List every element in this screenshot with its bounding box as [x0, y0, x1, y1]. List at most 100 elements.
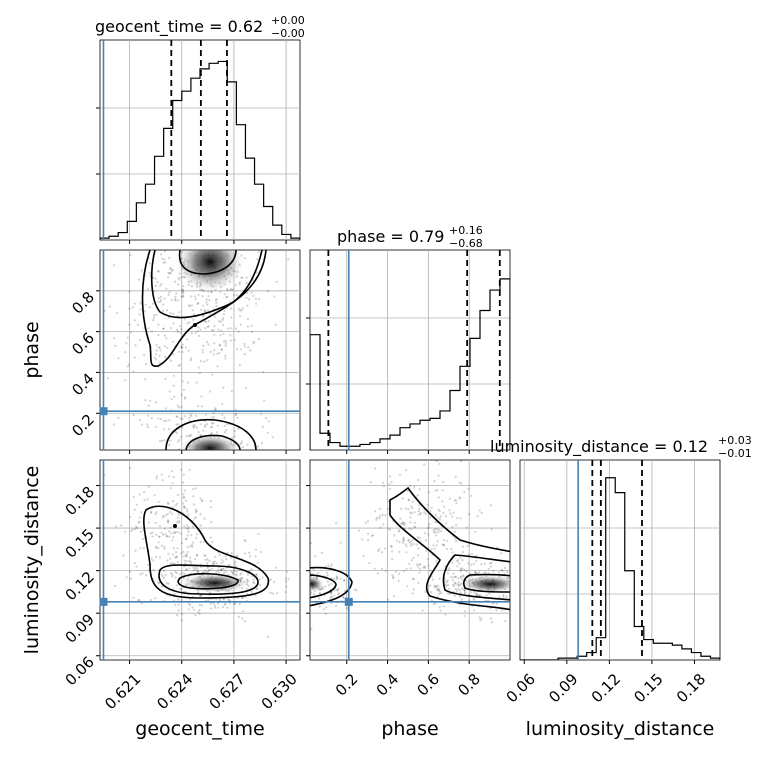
scatter-ld-vs-geocent_time-sample-560 — [174, 556, 177, 559]
scatter-phase-vs-geocent_time-sample-115 — [273, 295, 276, 298]
scatter-phase-vs-geocent_time-sample-65 — [180, 345, 183, 348]
scatter-ld-vs-geocent_time-sample-432 — [194, 557, 197, 561]
scatter-ld-vs-phase-sample-222 — [465, 570, 468, 573]
scatter-phase-vs-geocent_time-sample-287 — [239, 309, 242, 312]
scatter-ld-vs-geocent_time-sample-205 — [269, 578, 273, 581]
scatter-ld-vs-geocent_time-sample-89 — [261, 576, 264, 579]
scatter-phase-vs-geocent_time-sample-610 — [157, 333, 160, 337]
scatter-phase-vs-geocent_time-sample-623 — [173, 395, 176, 398]
scatter-ld-vs-geocent_time-sample-509 — [195, 554, 198, 557]
scatter-ld-vs-phase-sample-466 — [376, 572, 379, 575]
scatter-ld-vs-geocent_time-sample-416 — [139, 547, 142, 550]
scatter-ld-vs-geocent_time-sample-398 — [199, 513, 202, 516]
scatter-ld-vs-phase-sample-325 — [413, 485, 416, 488]
scatter-ld-vs-phase-sample-392 — [453, 530, 456, 533]
scatter-ld-vs-phase-sample-347 — [416, 565, 419, 568]
scatter-ld-vs-phase-sample-631 — [336, 576, 339, 579]
scatter-phase-vs-geocent_time-sample-125 — [230, 307, 233, 310]
scatter-ld-vs-geocent_time-sample-468 — [183, 506, 186, 509]
scatter-ld-vs-phase-sample-176 — [497, 571, 500, 574]
scatter-phase-vs-geocent_time-sample-86 — [172, 312, 175, 315]
scatter-ld-vs-phase-sample-293 — [379, 526, 382, 529]
scatter-phase-vs-geocent_time-sample-307 — [163, 297, 166, 300]
xtick-label-luminosity_distance-3: 0.15 — [630, 670, 666, 706]
xlabel-geocent_time: geocent_time — [135, 718, 264, 740]
scatter-ld-vs-phase-sample-225 — [391, 558, 394, 561]
scatter-ld-vs-phase-sample-348 — [452, 511, 455, 514]
scatter-phase-vs-geocent_time-sample-481 — [181, 417, 184, 420]
scatter-ld-vs-geocent_time-sample-476 — [151, 535, 154, 538]
scatter-ld-vs-geocent_time-sample-141 — [192, 566, 195, 569]
scatter-phase-vs-geocent_time-sample-221 — [230, 390, 233, 393]
scatter-ld-vs-geocent_time-sample-201 — [180, 599, 183, 602]
scatter-phase-vs-geocent_time-sample-76 — [219, 243, 221, 245]
scatter-phase-vs-geocent_time-sample-131 — [207, 295, 210, 298]
scatter-phase-vs-geocent_time-sample-193 — [179, 237, 181, 239]
scatter-ld-vs-geocent_time-sample-284 — [287, 578, 290, 581]
scatter-phase-vs-geocent_time-sample-196 — [159, 300, 162, 303]
scatter-ld-vs-phase-sample-31 — [461, 587, 464, 590]
scatter-ld-vs-geocent_time-sample-265 — [206, 561, 209, 565]
scatter-ld-vs-phase-sample-422 — [404, 469, 407, 472]
scatter-ld-vs-phase-sample-212 — [490, 621, 493, 624]
scatter-ld-vs-phase-sample-447 — [489, 504, 493, 507]
scatter-ld-vs-phase-sample-355 — [411, 507, 414, 510]
histogram-phase — [310, 278, 510, 450]
scatter-ld-vs-phase-sample-545 — [326, 580, 329, 583]
scatter-ld-vs-phase-sample-312 — [382, 523, 385, 526]
scatter-ld-vs-phase-sample-350 — [409, 516, 412, 519]
scatter-ld-vs-phase-sample-50 — [525, 588, 527, 590]
scatter-phase-vs-geocent_time-sample-469 — [192, 425, 195, 428]
scatter-ld-vs-geocent_time-sample-384 — [169, 486, 172, 490]
scatter-ld-vs-phase-sample-324 — [374, 467, 377, 470]
scatter-phase-vs-geocent_time-sample-74 — [149, 271, 152, 275]
scatter-phase-vs-geocent_time-sample-258 — [244, 386, 248, 389]
scatter-phase-vs-geocent_time-sample-69 — [213, 342, 216, 345]
scatter-phase-vs-geocent_time-sample-378 — [181, 290, 184, 294]
scatter-phase-vs-geocent_time-sample-624 — [147, 327, 150, 330]
scatter-ld-vs-phase-sample-163 — [513, 599, 515, 601]
scatter-ld-vs-geocent_time-sample-519 — [183, 525, 186, 528]
scatter-ld-vs-phase-sample-63 — [537, 584, 539, 586]
scatter-phase-vs-geocent_time-sample-235 — [214, 299, 217, 302]
scatter-phase-vs-geocent_time-sample-474 — [194, 424, 197, 427]
scatter-phase-vs-geocent_time-sample-20 — [197, 326, 200, 329]
scatter-ld-vs-phase-sample-292 — [446, 539, 449, 542]
scatter-ld-vs-phase-sample-51 — [472, 597, 475, 600]
scatter-ld-vs-phase-sample-539 — [449, 512, 452, 515]
scatter-phase-vs-geocent_time-sample-671 — [181, 426, 184, 429]
scatter-ld-vs-phase-sample-597 — [310, 598, 312, 601]
scatter-ld-vs-phase-sample-515 — [410, 528, 413, 531]
scatter-phase-vs-geocent_time-sample-602 — [152, 319, 155, 322]
scatter-ld-vs-phase-sample-510 — [451, 561, 454, 564]
scatter-ld-vs-phase-sample-318 — [434, 521, 437, 524]
scatter-ld-vs-geocent_time-sample-142 — [212, 563, 216, 566]
scatter-ld-vs-geocent_time-sample-441 — [195, 554, 199, 557]
scatter-phase-vs-geocent_time-sample-508 — [266, 431, 269, 434]
scatter-phase-vs-geocent_time-sample-534 — [202, 429, 205, 432]
scatter-ld-vs-phase-sample-165 — [480, 563, 483, 566]
scatter-ld-vs-phase-sample-175 — [459, 575, 462, 578]
scatter-phase-vs-geocent_time-sample-464 — [223, 416, 226, 419]
scatter-ld-vs-phase-sample-554 — [318, 605, 321, 608]
scatter-ld-vs-geocent_time-sample-75 — [252, 581, 255, 584]
contour-phase-geo-dot — [193, 323, 197, 327]
scatter-ld-vs-geocent_time-sample-86 — [193, 567, 197, 570]
scatter-phase-vs-geocent_time-sample-353 — [256, 258, 259, 261]
scatter-ld-vs-geocent_time-sample-558 — [189, 561, 193, 565]
scatter-phase-vs-geocent_time-sample-631 — [133, 302, 136, 305]
scatter-phase-vs-geocent_time-sample-267 — [196, 302, 199, 305]
scatter-ld-vs-phase-sample-585 — [337, 587, 340, 590]
ytick-label-luminosity_distance-2: 0.12 — [62, 568, 98, 604]
scatter-ld-vs-geocent_time-sample-268 — [212, 561, 215, 564]
scatter-ld-vs-phase-sample-345 — [409, 544, 412, 547]
scatter-phase-vs-geocent_time-sample-521 — [223, 424, 226, 427]
scatter-phase-vs-geocent_time-sample-291 — [174, 295, 177, 298]
scatter-phase-vs-geocent_time-sample-543 — [299, 447, 300, 450]
scatter-ld-vs-phase-sample-487 — [402, 523, 405, 526]
scatter-ld-vs-geocent_time-sample-209 — [215, 570, 218, 574]
scatter-phase-vs-geocent_time-sample-192 — [252, 342, 255, 345]
scatter-phase-vs-geocent_time-sample-202 — [180, 295, 183, 298]
scatter-phase-vs-geocent_time-sample-241 — [238, 282, 241, 286]
scatter-ld-vs-phase-sample-321 — [389, 528, 392, 531]
